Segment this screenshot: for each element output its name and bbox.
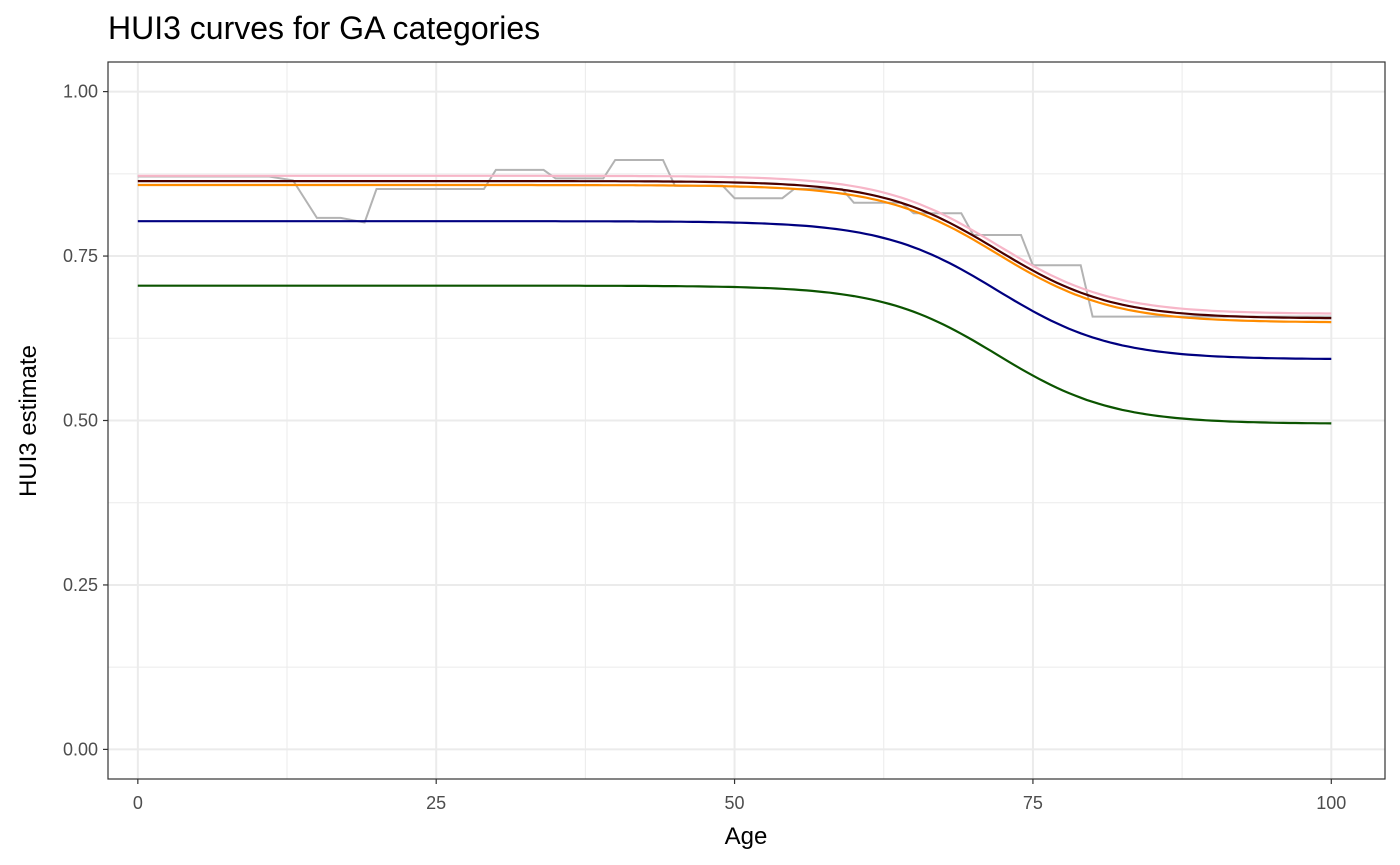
x-tick-label: 0 bbox=[133, 793, 143, 813]
y-tick-label: 0.75 bbox=[63, 246, 98, 266]
x-tick-label: 75 bbox=[1023, 793, 1043, 813]
x-tick-label: 50 bbox=[725, 793, 745, 813]
series-line-2 bbox=[137, 183, 1332, 324]
x-axis-title: Age bbox=[725, 823, 768, 850]
x-axis: 0 25 50 75 100 bbox=[133, 779, 1346, 813]
y-tick-label: 0.00 bbox=[63, 739, 98, 759]
y-tick-label: 0.50 bbox=[63, 411, 98, 431]
series-line-5 bbox=[137, 284, 1332, 425]
x-tick-label: 100 bbox=[1316, 793, 1346, 813]
y-axis-title: HUI3 estimate bbox=[15, 345, 42, 497]
y-tick-label: 1.00 bbox=[63, 82, 98, 102]
y-tick-label: 0.25 bbox=[63, 575, 98, 595]
x-tick-label: 25 bbox=[426, 793, 446, 813]
series-line-1 bbox=[137, 174, 1332, 315]
y-axis: 0.00 0.25 0.50 0.75 1.00 bbox=[63, 82, 108, 759]
chart-title: HUI3 curves for GA categories bbox=[108, 10, 540, 46]
plot-panel bbox=[107, 61, 1386, 780]
series-line-3 bbox=[137, 180, 1332, 320]
series-line-4 bbox=[137, 220, 1332, 360]
